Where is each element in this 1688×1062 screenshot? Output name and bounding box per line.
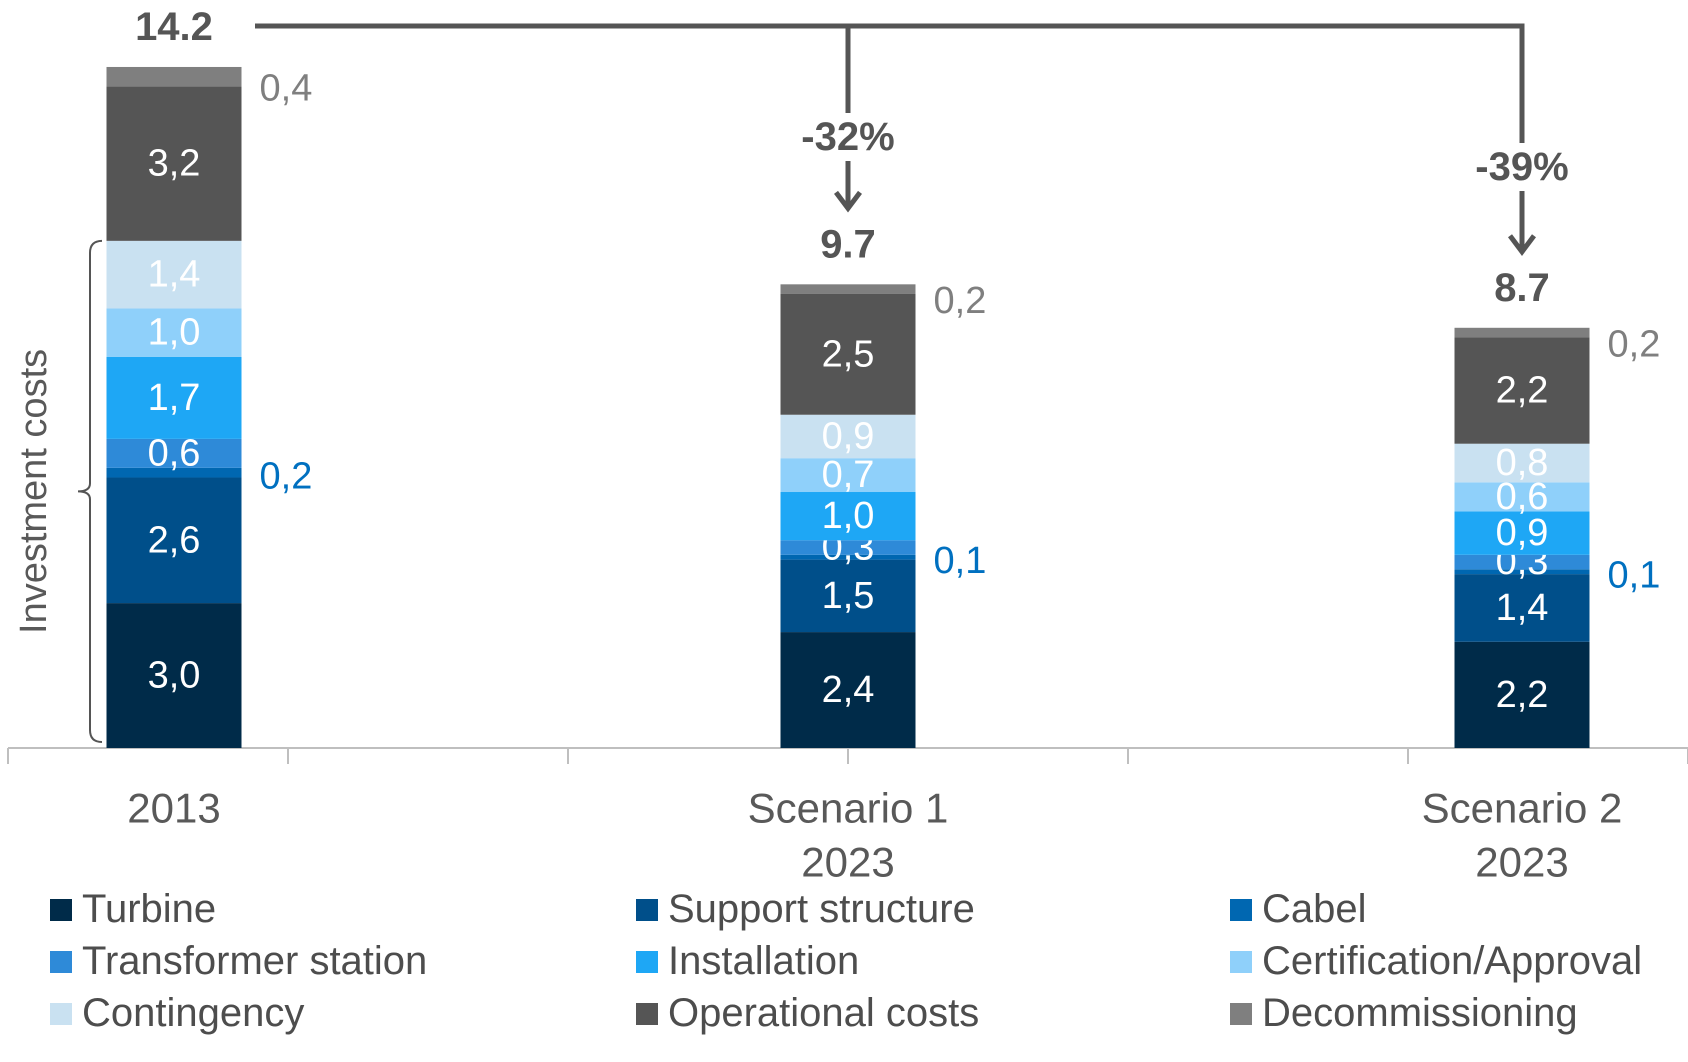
bar-segment — [1455, 328, 1590, 338]
x-tick-label: 2023 — [801, 839, 894, 886]
x-tick-label: 2023 — [1475, 839, 1568, 886]
data-label: 0,8 — [1496, 442, 1549, 484]
legend-swatch — [1230, 899, 1252, 921]
data-label: 2,5 — [822, 333, 875, 375]
total-label: 14.2 — [135, 5, 213, 49]
data-label: 0,1 — [1608, 555, 1661, 597]
total-label: 9.7 — [820, 222, 876, 266]
legend-label: Decommissioning — [1262, 991, 1578, 1036]
legend-label: Transformer station — [82, 939, 427, 984]
legend-item: Operational costs — [636, 991, 979, 1036]
data-label: 1,4 — [1496, 587, 1549, 629]
legend-swatch — [50, 1003, 72, 1025]
legend-label: Contingency — [82, 991, 304, 1036]
data-label: 0,2 — [934, 280, 987, 322]
legend-item: Contingency — [50, 991, 304, 1036]
legend-swatch — [50, 951, 72, 973]
bar-segment — [107, 67, 242, 86]
data-label: 0,4 — [260, 68, 313, 110]
data-label: 2,4 — [822, 669, 875, 711]
legend-item: Certification/Approval — [1230, 939, 1642, 984]
x-tick-label: Scenario 2 — [1422, 785, 1623, 832]
total-label: 8.7 — [1494, 266, 1550, 310]
data-label: 1,7 — [148, 377, 201, 419]
legend-item: Cabel — [1230, 887, 1367, 932]
data-label: 0,2 — [1608, 324, 1661, 366]
legend-item: Turbine — [50, 887, 216, 932]
legend-item: Support structure — [636, 887, 975, 932]
data-label: 1,0 — [148, 312, 201, 354]
legend-label: Installation — [668, 939, 859, 984]
data-label: 0,2 — [260, 456, 313, 498]
data-label: 0,9 — [1496, 512, 1549, 554]
x-tick-label: 2013 — [127, 785, 220, 832]
legend-item: Decommissioning — [1230, 991, 1578, 1036]
data-label: 1,0 — [822, 495, 875, 537]
data-label: 2,2 — [1496, 674, 1549, 716]
legend-label: Cabel — [1262, 887, 1367, 932]
investment-bracket — [78, 241, 102, 742]
data-label: 0,9 — [822, 415, 875, 457]
legend-label: Operational costs — [668, 991, 979, 1036]
legend-swatch — [636, 1003, 658, 1025]
data-label: 1,4 — [148, 254, 201, 296]
data-label: 0,1 — [934, 540, 987, 582]
bar-segment — [781, 284, 916, 294]
change-label: -32% — [801, 115, 894, 159]
bracket-label: Investment costs — [13, 349, 55, 634]
data-label: 3,0 — [148, 655, 201, 697]
legend-item: Transformer station — [50, 939, 427, 984]
data-label: 0,7 — [822, 454, 875, 496]
legend-swatch — [636, 951, 658, 973]
x-tick-label: Scenario 1 — [748, 785, 949, 832]
legend-item: Installation — [636, 939, 859, 984]
legend-swatch — [50, 899, 72, 921]
legend-label: Certification/Approval — [1262, 939, 1642, 984]
legend-swatch — [1230, 1003, 1252, 1025]
data-label: 3,2 — [148, 143, 201, 185]
legend-swatch — [1230, 951, 1252, 973]
change-label: -39% — [1475, 145, 1568, 189]
data-label: 1,5 — [822, 575, 875, 617]
legend-label: Turbine — [82, 887, 216, 932]
data-label: 2,6 — [148, 519, 201, 561]
legend-swatch — [636, 899, 658, 921]
legend-label: Support structure — [668, 887, 975, 932]
data-label: 2,2 — [1496, 370, 1549, 412]
